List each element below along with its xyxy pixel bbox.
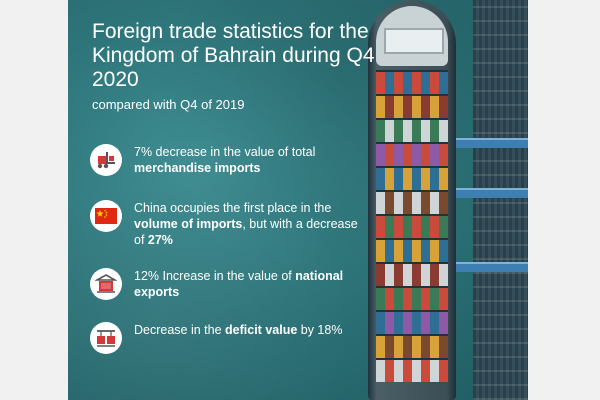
stat-text-bold: 27% xyxy=(147,233,173,247)
forklift-icon xyxy=(90,144,122,176)
stat-text-bold: national exports xyxy=(134,269,344,299)
stat-text: Decrease in the deficit value by 18% xyxy=(134,322,360,338)
cargo-deficit-icon xyxy=(90,322,122,354)
stat-text-part: China occupies the first place in the xyxy=(134,201,332,215)
container-ship-image xyxy=(368,0,456,400)
stat-text: 12% Increase in the value of national ex… xyxy=(134,268,360,300)
crane-arm xyxy=(448,138,528,148)
stat-text-bold: merchandise imports xyxy=(134,161,261,175)
port-dock-image xyxy=(473,0,528,400)
stat-text-part: by 18% xyxy=(297,323,343,337)
infographic-card: Foreign trade statistics for the Kingdom… xyxy=(68,0,528,400)
stat-text-bold: volume of imports xyxy=(134,217,243,231)
stat-text-part: , but with a decrease of xyxy=(134,217,358,247)
crane-arm xyxy=(448,188,528,198)
stat-text: 7% decrease in the value of total mercha… xyxy=(134,144,360,176)
stat-item-exports: 12% Increase in the value of national ex… xyxy=(90,268,360,316)
stat-text: China occupies the first place in the vo… xyxy=(134,200,360,248)
stat-text-part: Decrease in the xyxy=(134,323,226,337)
stat-text-part: 7% decrease in the value of total xyxy=(134,145,316,159)
stat-item-deficit: Decrease in the deficit value by 18% xyxy=(90,322,360,370)
stat-item-imports: 7% decrease in the value of total mercha… xyxy=(90,144,360,192)
stat-text-part: 12% Increase in the value of xyxy=(134,269,296,283)
crane-arm xyxy=(448,262,528,272)
container-crane-icon xyxy=(90,268,122,300)
stat-text-bold: deficit value xyxy=(225,323,298,337)
page-title: Foreign trade statistics for the Kingdom… xyxy=(92,20,375,91)
page-subtitle: compared with Q4 of 2019 xyxy=(92,97,245,112)
stat-item-china: China occupies the first place in the vo… xyxy=(90,200,360,248)
china-flag-icon xyxy=(90,200,122,232)
